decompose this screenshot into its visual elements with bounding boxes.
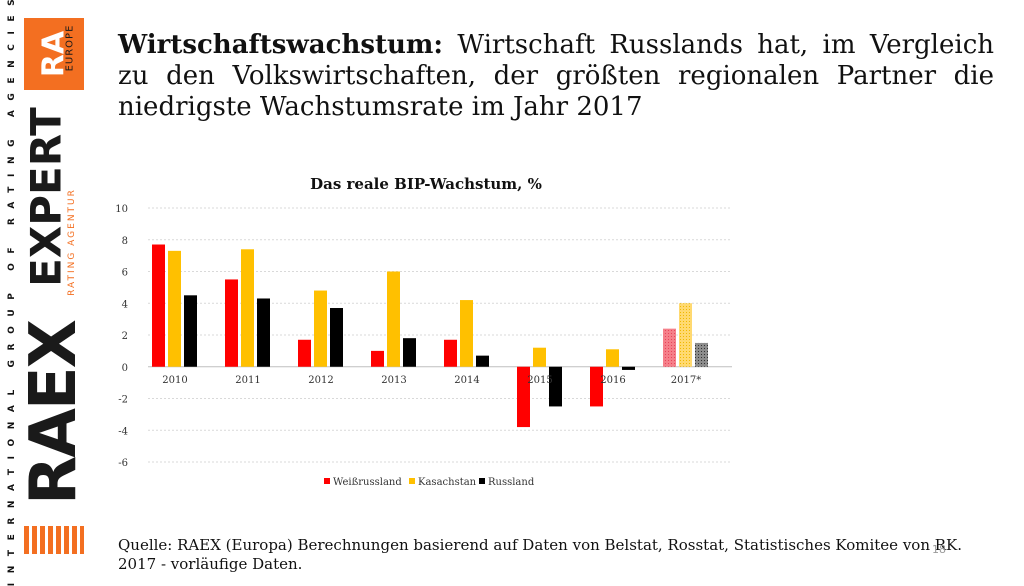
chart-legend: Weißrussland Kasachstan Russland [324, 477, 535, 488]
source-note: Quelle: RAEX (Europa) Berechnungen basie… [118, 536, 963, 573]
x-tick-label: 2015 [527, 375, 552, 386]
bar-weißrussland-2013 [371, 350, 384, 367]
bar-kasachstan-2017 [679, 303, 692, 367]
x-tick-label: 2013 [381, 375, 406, 386]
bar-weißrussland-2015 [517, 366, 530, 428]
bar-russland-2014 [476, 355, 489, 367]
bar-weißrussland-2016 [590, 366, 603, 407]
legend-label: Russland [488, 477, 535, 488]
legend-swatch [324, 478, 330, 484]
x-tick-label: 2016 [600, 375, 625, 386]
bar-russland-2017 [695, 342, 708, 367]
bar-russland-2012 [330, 308, 343, 367]
y-tick-label: 6 [122, 268, 128, 279]
slide-headline: Wirtschaftswachstum: Wirtschaft Russland… [118, 30, 994, 123]
bar-weißrussland-2010 [152, 244, 165, 367]
bar-kasachstan-2015 [533, 347, 546, 367]
page-number: 18 [932, 543, 946, 556]
logo-expert-text: EXPERT [21, 107, 71, 287]
bar-russland-2011 [257, 298, 270, 367]
bar-kasachstan-2013 [387, 271, 400, 367]
legend-swatch [409, 478, 415, 484]
logo-sub-text: RATING AGENTUR [67, 188, 77, 296]
y-tick-label: 0 [122, 363, 128, 374]
bar-weißrussland-2017 [663, 328, 676, 367]
x-tick-label: 2012 [308, 375, 333, 386]
x-tick-label: 2011 [235, 375, 260, 386]
x-tick-label: 2017* [671, 375, 701, 386]
logo-expert-block: EXPERT RATING AGENTUR [21, 92, 84, 302]
x-tick-label: 2010 [162, 375, 187, 386]
y-tick-label: -4 [118, 426, 128, 437]
y-tick-label: 2 [122, 331, 128, 342]
legend-swatch [479, 478, 485, 484]
logo-europe-text: EUROPE [64, 24, 76, 72]
chart-title: Das reale BIP-Wachstum, % [310, 175, 542, 193]
chart-y-axis: 10 8 6 4 2 0 -2 -4 -6 [115, 204, 128, 469]
logo-stripes [24, 526, 84, 554]
headline-bold: Wirtschaftswachstum: [118, 30, 443, 60]
legend-label: Weißrussland [333, 477, 402, 488]
y-tick-label: 10 [115, 204, 128, 215]
bar-weißrussland-2012 [298, 339, 311, 367]
bar-russland-2010 [184, 295, 197, 367]
logo-raex-block: RAEX [17, 308, 91, 518]
chart-svg: Das reale BIP-Wachstum, % 1086420-2-4-6 … [115, 175, 732, 488]
bar-kasachstan-2014 [460, 300, 473, 367]
logo-ra-block: RA [24, 18, 84, 90]
x-tick-label: 2014 [454, 375, 479, 386]
chart-bars [152, 244, 708, 428]
chart-x-axis: 2010 2011 2012 2013 2014 2015 2016 2017* [162, 375, 701, 386]
headline-text: Wirtschaft Russlands hat, im Vergleich z… [118, 30, 995, 122]
bar-weißrussland-2011 [225, 279, 238, 367]
y-tick-label: -2 [118, 395, 128, 406]
y-tick-label: -6 [118, 458, 128, 469]
y-tick-label: 4 [122, 299, 128, 310]
raex-logo: RA EXPERT RATING AGENTUR EUROPE RAEX [17, 18, 91, 554]
bar-weißrussland-2014 [444, 339, 457, 367]
bar-russland-2013 [403, 338, 416, 367]
bar-russland-2016 [622, 366, 635, 370]
gdp-growth-chart: Das reale BIP-Wachstum, % 10 8 6 4 2 0 -2 -4 -6 … [110, 165, 750, 500]
logo-raex-text: RAEX [17, 321, 91, 505]
bar-kasachstan-2011 [241, 249, 254, 367]
bar-russland-2015 [549, 366, 562, 407]
bar-kasachstan-2010 [168, 250, 181, 367]
legend-label: Kasachstan [418, 477, 477, 488]
brand-tagline-text: INTERNATIONAL GROUP OF RATING AGENCIES [7, 0, 17, 586]
bar-kasachstan-2012 [314, 290, 327, 367]
y-tick-label: 8 [122, 236, 128, 247]
bar-kasachstan-2016 [606, 349, 619, 367]
